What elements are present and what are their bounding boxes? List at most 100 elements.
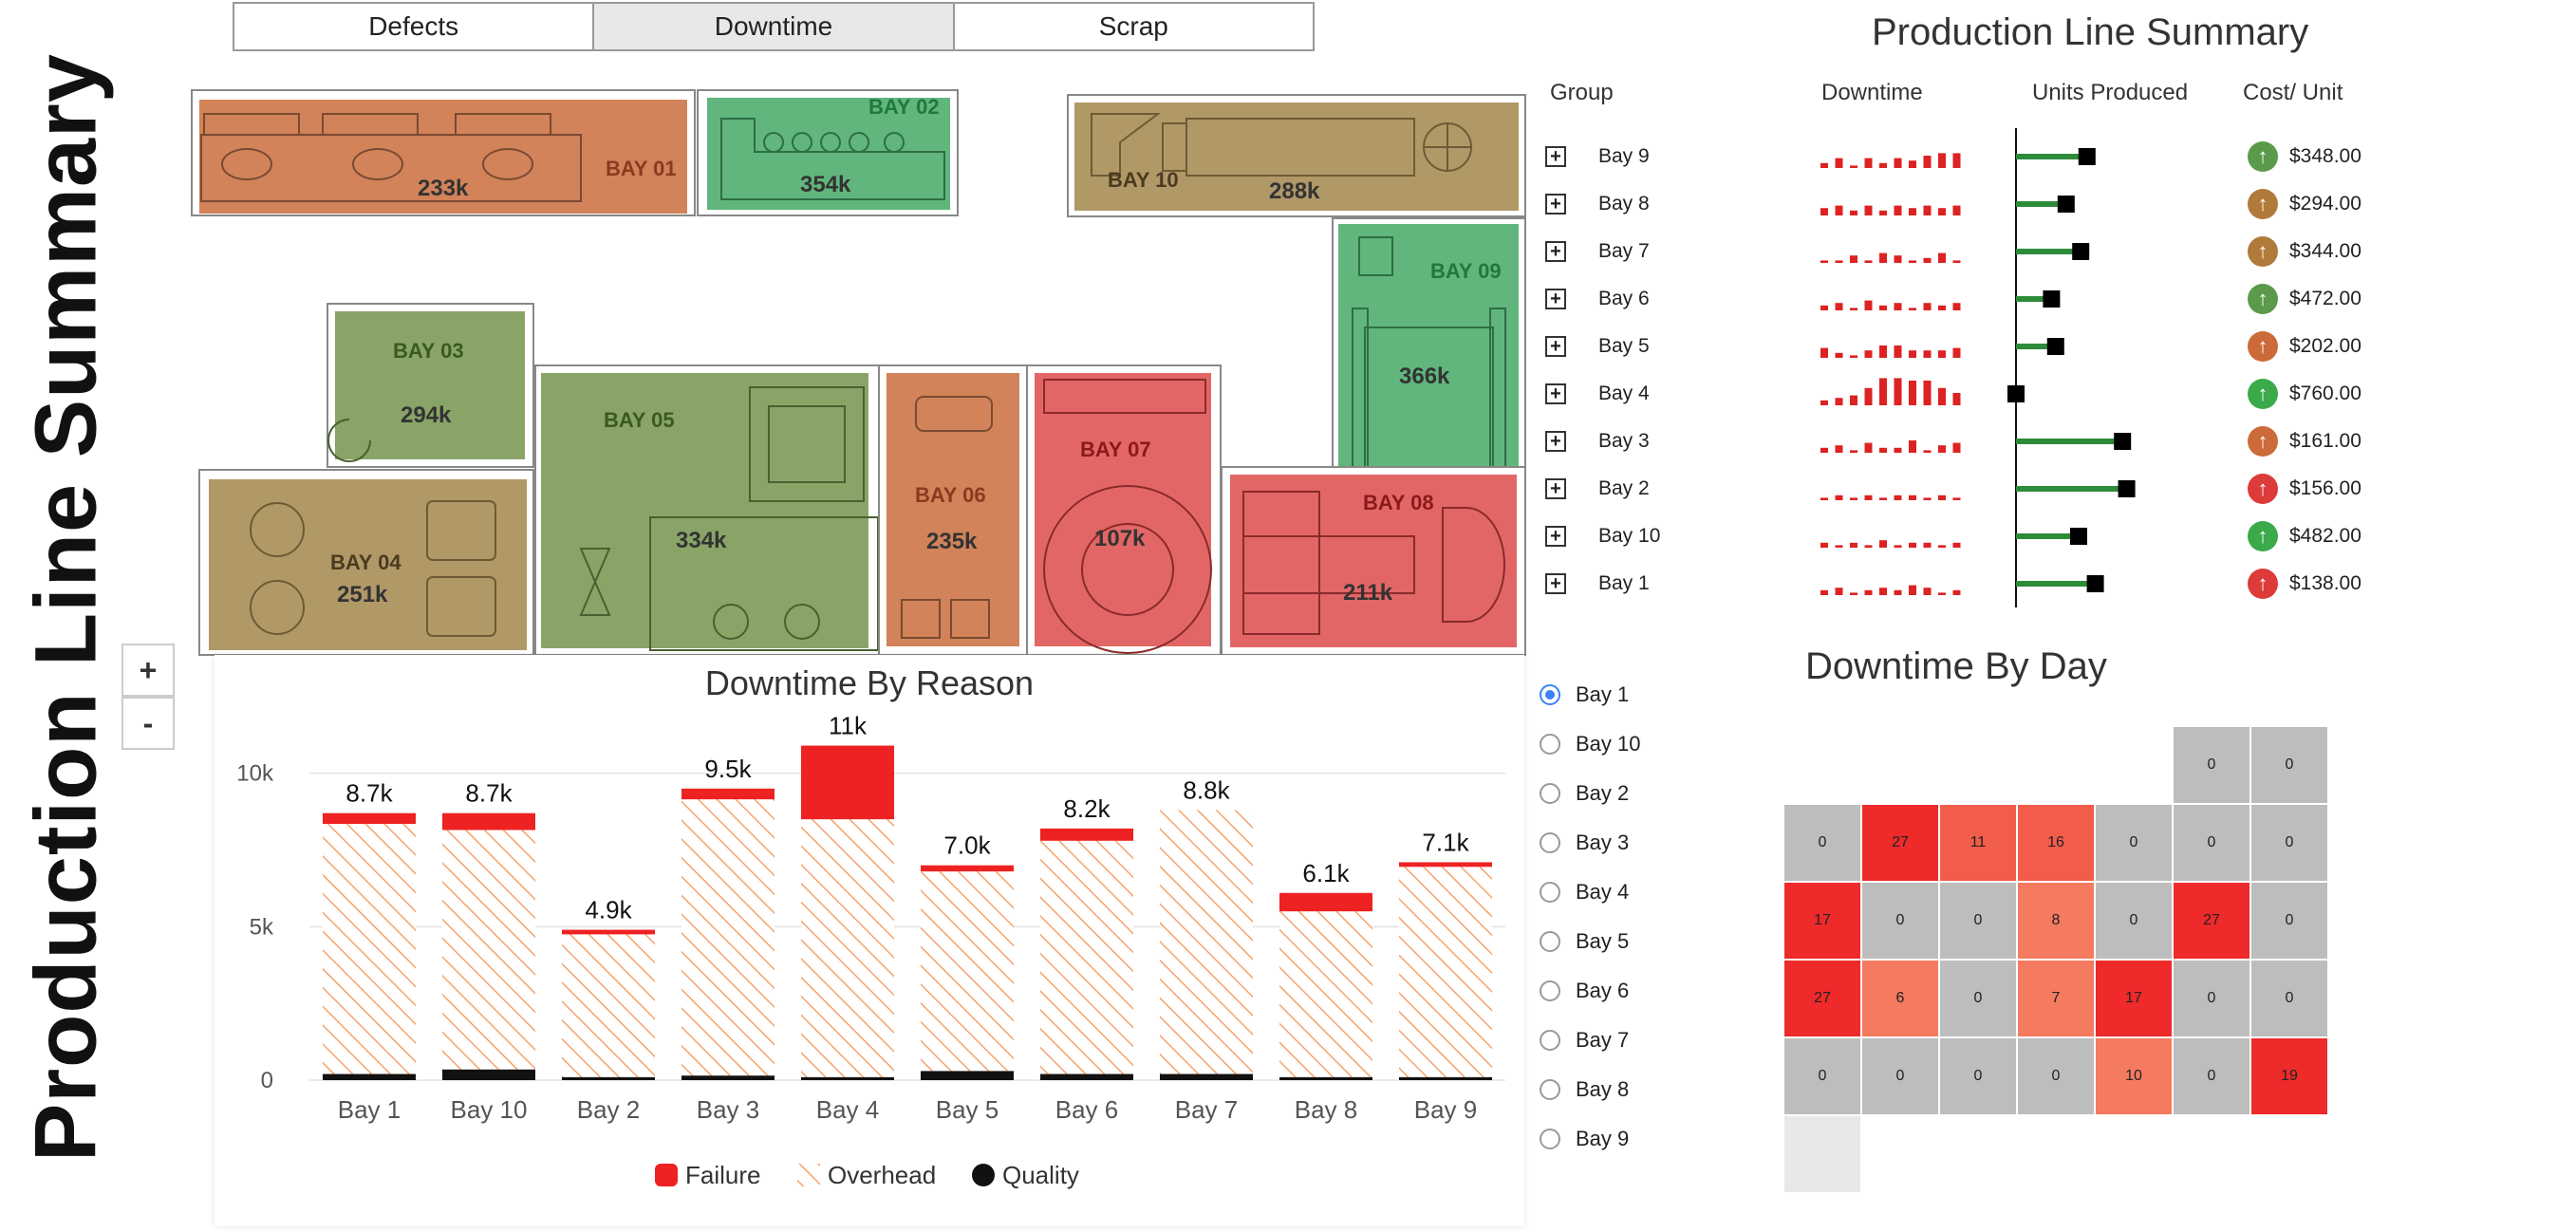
bar-overhead[interactable]	[1040, 840, 1133, 1074]
bar-quality[interactable]	[921, 1071, 1014, 1080]
bar-quality[interactable]	[1040, 1073, 1133, 1080]
heatmap-cell[interactable]: 0	[2251, 961, 2327, 1036]
bar-quality[interactable]	[323, 1073, 416, 1080]
tab-downtime[interactable]: Downtime	[594, 4, 955, 49]
bay-radio-option[interactable]: Bay 5	[1540, 924, 1629, 959]
units-marker[interactable]	[2114, 433, 2132, 450]
bar-overhead[interactable]	[562, 934, 655, 1077]
bar-overhead[interactable]	[1399, 867, 1492, 1077]
bay-05[interactable]: BAY 05 334k	[534, 364, 880, 656]
heatmap-cell[interactable]: 0	[1784, 805, 1860, 881]
radio-button[interactable]	[1540, 931, 1560, 952]
bar-quality[interactable]	[1399, 1076, 1492, 1080]
heatmap-cell[interactable]: 0	[2174, 1038, 2249, 1114]
bar-overhead[interactable]	[323, 824, 416, 1074]
expand-icon[interactable]: +	[1545, 573, 1566, 594]
heatmap-cell[interactable]: 0	[1862, 883, 1938, 959]
units-marker[interactable]	[2070, 528, 2087, 545]
bay-04[interactable]: BAY 04 251k	[198, 469, 534, 656]
heatmap-cell[interactable]: 27	[1784, 961, 1860, 1036]
radio-button[interactable]	[1540, 684, 1560, 705]
heatmap-cell[interactable]	[1784, 1116, 1860, 1192]
bar-failure[interactable]	[442, 812, 535, 831]
bay-07[interactable]: BAY 07 107k	[1026, 364, 1222, 656]
heatmap-cell[interactable]: 0	[2251, 805, 2327, 881]
legend-failure-label[interactable]: Failure	[685, 1161, 760, 1189]
bar-overhead[interactable]	[442, 830, 535, 1070]
bar-quality[interactable]	[562, 1076, 655, 1080]
bar-failure[interactable]	[562, 929, 655, 935]
bay-09[interactable]: BAY 09 366k	[1332, 217, 1526, 477]
bay-radio-option[interactable]: Bay 1	[1540, 678, 1629, 712]
bar-failure[interactable]	[921, 865, 1014, 872]
heatmap-cell[interactable]: 16	[2018, 805, 2094, 881]
heatmap-cell[interactable]: 10	[2096, 1038, 2172, 1114]
expand-icon[interactable]: +	[1545, 289, 1566, 309]
heatmap-cell[interactable]: 17	[1784, 883, 1860, 959]
heatmap-cell[interactable]: 27	[2174, 883, 2249, 959]
bar-failure[interactable]	[681, 788, 775, 800]
zoom-out-button[interactable]: -	[121, 697, 175, 750]
heatmap-cell[interactable]: 0	[2174, 961, 2249, 1036]
legend-overhead-label[interactable]: Overhead	[828, 1161, 936, 1189]
units-marker[interactable]	[2057, 196, 2075, 213]
bar-quality[interactable]	[801, 1076, 894, 1080]
expand-icon[interactable]: +	[1545, 383, 1566, 404]
legend-quality-label[interactable]: Quality	[1002, 1161, 1079, 1189]
bar-quality[interactable]	[1160, 1073, 1253, 1080]
units-marker[interactable]	[2046, 338, 2064, 355]
bar-failure[interactable]	[323, 812, 416, 825]
bay-radio-option[interactable]: Bay 2	[1540, 776, 1629, 811]
bar-overhead[interactable]	[1279, 911, 1372, 1077]
bay-radio-option[interactable]: Bay 7	[1540, 1023, 1629, 1057]
heatmap-cell[interactable]: 0	[2096, 805, 2172, 881]
expand-icon[interactable]: +	[1545, 336, 1566, 357]
heatmap-cell[interactable]: 0	[2018, 1038, 2094, 1114]
expand-icon[interactable]: +	[1545, 526, 1566, 547]
bay-radio-option[interactable]: Bay 8	[1540, 1073, 1629, 1107]
expand-icon[interactable]: +	[1545, 241, 1566, 262]
bar-overhead[interactable]	[801, 819, 894, 1077]
heatmap-cell[interactable]: 0	[1862, 1038, 1938, 1114]
units-marker[interactable]	[2086, 575, 2104, 592]
bar-quality[interactable]	[681, 1075, 775, 1080]
bay-radio-option[interactable]: Bay 4	[1540, 875, 1629, 909]
bar-overhead[interactable]	[1160, 810, 1253, 1074]
heatmap-cell[interactable]: 19	[2251, 1038, 2327, 1114]
heatmap-cell[interactable]: 17	[2096, 961, 2172, 1036]
heatmap-cell[interactable]: 11	[1940, 805, 2016, 881]
heatmap-cell[interactable]: 8	[2018, 883, 2094, 959]
bay-radio-option[interactable]: Bay 3	[1540, 826, 1629, 860]
heatmap-cell[interactable]: 7	[2018, 961, 2094, 1036]
bar-failure[interactable]	[1040, 828, 1133, 841]
radio-button[interactable]	[1540, 1079, 1560, 1100]
heatmap-cell[interactable]: 0	[1940, 1038, 2016, 1114]
tab-scrap[interactable]: Scrap	[954, 4, 1313, 49]
radio-button[interactable]	[1540, 980, 1560, 1001]
bay-radio-option[interactable]: Bay 9	[1540, 1122, 1629, 1156]
radio-button[interactable]	[1540, 832, 1560, 853]
radio-button[interactable]	[1540, 783, 1560, 804]
bay-radio-option[interactable]: Bay 6	[1540, 974, 1629, 1008]
heatmap-cell[interactable]: 0	[2174, 805, 2249, 881]
units-marker[interactable]	[2078, 148, 2096, 165]
bay-02[interactable]: BAY 02 354k	[697, 89, 959, 216]
bar-failure[interactable]	[1399, 862, 1492, 868]
bar-quality[interactable]	[1279, 1076, 1372, 1080]
bay-radio-option[interactable]: Bay 10	[1540, 727, 1641, 761]
heatmap-cell[interactable]: 0	[2251, 727, 2327, 803]
heatmap-cell[interactable]: 6	[1862, 961, 1938, 1036]
bar-quality[interactable]	[442, 1069, 535, 1080]
units-marker[interactable]	[2118, 480, 2136, 497]
bay-03[interactable]: BAY 03 294k	[327, 303, 534, 468]
units-marker[interactable]	[2043, 290, 2061, 308]
heatmap-cell[interactable]: 0	[1940, 883, 2016, 959]
radio-button[interactable]	[1540, 734, 1560, 755]
heatmap-cell[interactable]: 0	[2251, 883, 2327, 959]
expand-icon[interactable]: +	[1545, 478, 1566, 499]
bay-10[interactable]: BAY 10 288k	[1067, 94, 1526, 217]
radio-button[interactable]	[1540, 1129, 1560, 1149]
tab-defects[interactable]: Defects	[234, 4, 595, 49]
heatmap-cell[interactable]: 0	[2174, 727, 2249, 803]
units-marker[interactable]	[2007, 385, 2025, 402]
